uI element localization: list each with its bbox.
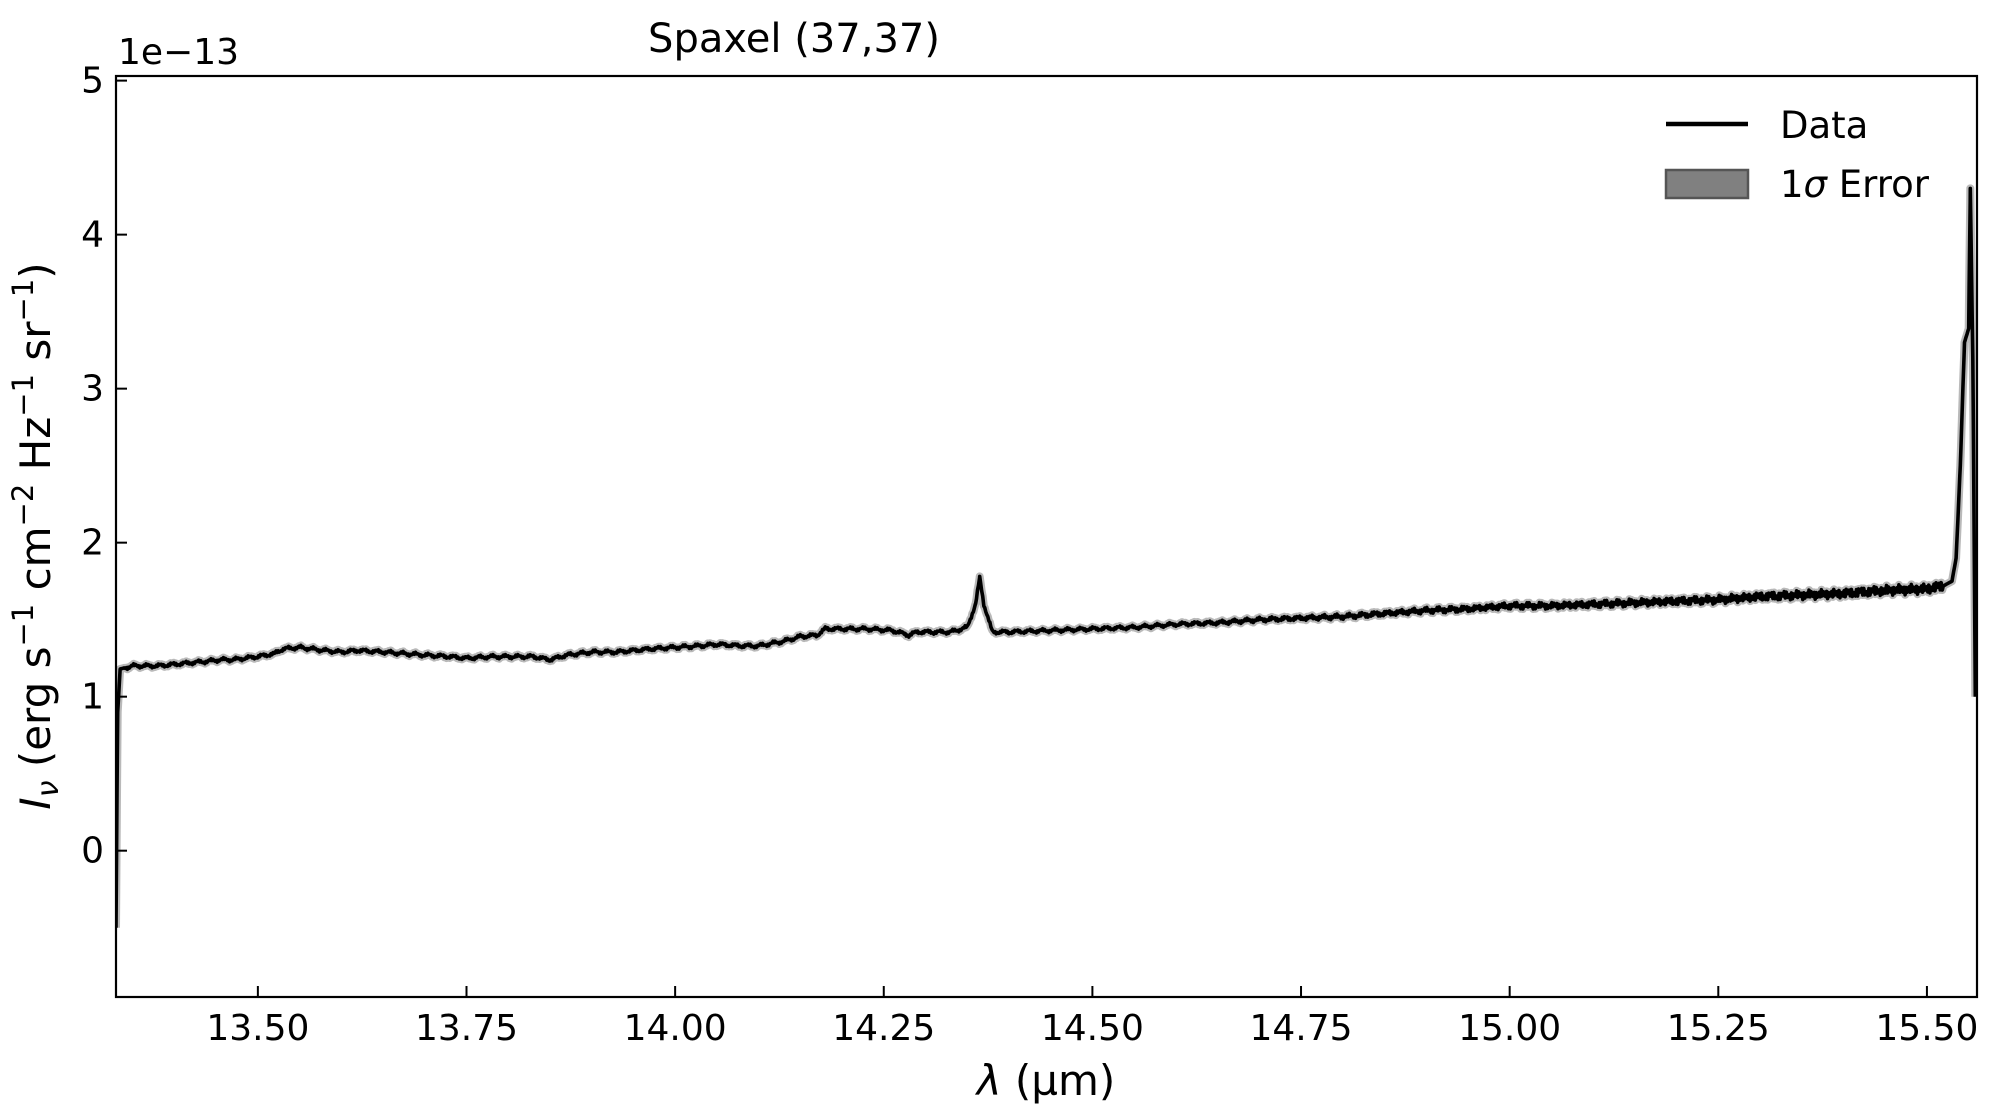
plot-frame [114, 74, 1979, 999]
chart-title: Spaxel (37,37) [648, 16, 940, 62]
series-layer [116, 186, 1977, 928]
y-tick-label: 5 [81, 61, 104, 102]
x-tick-label: 14.50 [1041, 1008, 1144, 1049]
y-label-subscript: ν [31, 780, 66, 797]
x-tick-label: 14.00 [624, 1008, 727, 1049]
x-tick-label: 15.00 [1458, 1008, 1561, 1049]
y-label-open: (erg s [11, 647, 60, 781]
y-label-mid-3: sr [11, 321, 60, 374]
legend-error-suffix: Error [1827, 163, 1930, 206]
y-label-mid-1: cm [11, 526, 60, 603]
data-line [116, 186, 1977, 928]
x-tick-label: 14.25 [832, 1008, 935, 1049]
y-label-close: ) [11, 262, 60, 278]
x-tick-label: 14.75 [1250, 1008, 1353, 1049]
y-label-exp-4: −1 [6, 279, 40, 322]
x-axis: 13.50 13.75 14.00 14.25 14.50 14.75 15.00 15.25… [206, 986, 1978, 1049]
x-axis-label-unit: (µm) [1002, 1056, 1116, 1105]
legend-error-label: 1σ Error [1780, 163, 1930, 206]
y-tick-label: 2 [81, 523, 104, 564]
x-axis-label: λ (µm) [975, 1056, 1116, 1105]
y-tick-label: 1 [81, 677, 104, 718]
x-tick-label: 15.25 [1667, 1008, 1770, 1049]
legend: Data 1σ Error [1664, 104, 1930, 206]
y-label-symbol: I [11, 797, 60, 809]
x-tick-label: 13.75 [415, 1008, 518, 1049]
y-tick-label: 0 [81, 831, 104, 872]
y-label-exp-3: −1 [6, 374, 40, 417]
legend-error-swatch [1664, 168, 1750, 200]
x-axis-label-symbol: λ [975, 1056, 1002, 1105]
y-axis: 0 1 2 3 4 5 [81, 61, 127, 872]
y-tick-label: 4 [81, 215, 104, 256]
y-label-exp-2: −2 [6, 484, 40, 527]
legend-data-label: Data [1780, 104, 1868, 147]
y-label-mid-2: Hz [11, 417, 60, 484]
y-axis-label: Iν (erg s−1 cm−2 Hz−1 sr−1) [6, 262, 66, 809]
x-tick-label: 13.50 [206, 1008, 309, 1049]
legend-error-symbol: σ [1804, 163, 1829, 206]
y-label-exp-1: −1 [6, 604, 40, 647]
y-tick-label: 3 [81, 369, 104, 410]
y-offset-label: 1e−13 [118, 32, 239, 73]
x-tick-label: 15.50 [1875, 1008, 1978, 1049]
legend-error-prefix: 1 [1780, 163, 1804, 206]
